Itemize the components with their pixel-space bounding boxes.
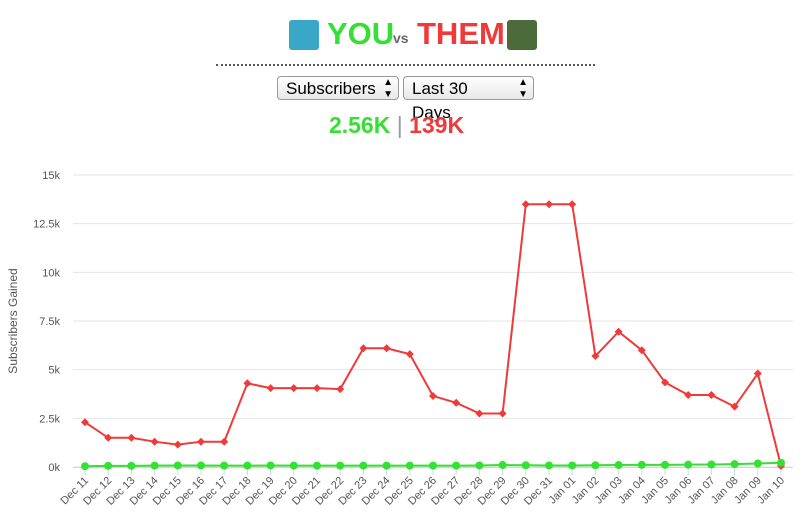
point <box>521 461 530 470</box>
point <box>730 460 739 469</box>
point <box>545 200 553 209</box>
point <box>220 461 229 470</box>
point <box>266 461 275 470</box>
range-text: Last 30 Days <box>412 79 468 122</box>
y-axis-title: Subscribers Gained <box>6 268 20 373</box>
y-tick-label: 15k <box>42 170 60 182</box>
you-icon <box>289 20 319 50</box>
point <box>220 437 229 446</box>
you-label: YOU <box>327 16 395 51</box>
point <box>313 461 321 470</box>
point <box>591 461 600 470</box>
point <box>81 462 89 471</box>
point <box>498 409 507 418</box>
point <box>521 200 530 209</box>
point <box>243 461 252 470</box>
point <box>475 409 484 418</box>
series-line <box>84 203 782 467</box>
point <box>104 433 113 442</box>
point <box>614 327 623 336</box>
point <box>753 459 762 468</box>
point <box>661 378 669 387</box>
them-label: THEM <box>417 16 505 51</box>
point <box>614 461 623 470</box>
point <box>243 379 252 388</box>
point <box>684 390 693 399</box>
point <box>753 369 762 378</box>
point <box>382 344 391 353</box>
them-total: 139K <box>409 112 465 138</box>
select-arrow: ▲ ▼ <box>383 77 393 100</box>
point <box>197 437 205 446</box>
point <box>382 461 391 470</box>
point <box>197 461 205 470</box>
point <box>173 440 182 449</box>
point <box>150 437 159 446</box>
point <box>545 461 553 470</box>
point <box>637 346 646 355</box>
point <box>405 350 414 359</box>
point <box>127 433 136 442</box>
y-tick-label: 12.5k <box>33 219 60 231</box>
point <box>568 461 577 470</box>
y-tick-label: 0k <box>48 462 60 474</box>
point <box>777 458 785 467</box>
y-tick-label: 2.5k <box>39 413 60 425</box>
point <box>637 460 646 469</box>
point <box>684 460 693 469</box>
point <box>150 461 159 470</box>
range-select[interactable]: Last 30 Days ▲ ▼ <box>403 76 534 122</box>
point <box>707 460 716 469</box>
y-tick-label: 10k <box>42 267 60 279</box>
totals: 2.56K | 139K <box>0 112 793 139</box>
select-arrow: ▲ ▼ <box>518 77 528 100</box>
point <box>661 460 669 469</box>
point <box>359 344 368 353</box>
point <box>452 398 461 407</box>
point <box>336 461 345 470</box>
point <box>405 461 414 470</box>
point <box>266 384 275 393</box>
metric-select[interactable]: Subscribers ▲ ▼ <box>277 76 399 100</box>
point <box>475 461 484 470</box>
point <box>313 384 321 393</box>
vs-label: vs <box>393 30 409 46</box>
metric-text: Subscribers <box>286 79 376 98</box>
point <box>81 418 89 427</box>
point <box>429 391 437 400</box>
divider <box>216 64 595 66</box>
separator: | <box>396 112 403 138</box>
point <box>289 384 298 393</box>
point <box>429 461 437 470</box>
point <box>336 385 345 394</box>
point <box>730 402 739 411</box>
point <box>568 200 577 209</box>
point <box>289 461 298 470</box>
point <box>173 461 182 470</box>
point <box>104 461 113 470</box>
point <box>452 461 461 470</box>
point <box>591 352 600 361</box>
point <box>498 461 507 470</box>
point <box>359 461 368 470</box>
point <box>127 461 136 470</box>
point <box>707 390 716 399</box>
them-icon <box>507 20 537 50</box>
y-tick-label: 5k <box>48 365 60 377</box>
y-tick-label: 7.5k <box>39 316 60 328</box>
you-total: 2.56K <box>328 112 391 138</box>
